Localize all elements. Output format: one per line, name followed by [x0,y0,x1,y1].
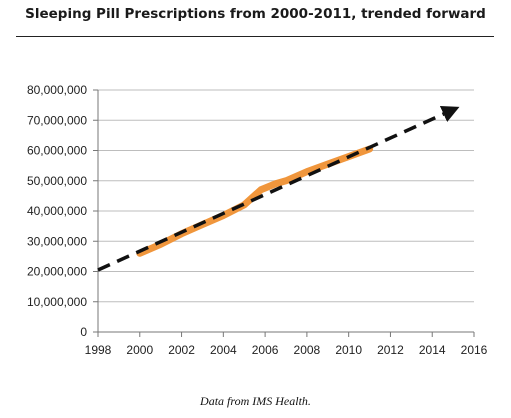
x-tick-label: 2012 [377,343,404,357]
x-tick-label: 2002 [168,343,195,357]
title-divider [16,36,494,37]
y-tick-label: 30,000,000 [27,234,87,248]
x-tick-label: 2010 [335,343,362,357]
y-tick-label: 10,000,000 [27,295,87,309]
y-tick-label: 0 [80,325,87,339]
source-note: Data from IMS Health. [200,394,311,408]
x-tick-label: 2006 [252,343,279,357]
y-tick-label: 40,000,000 [27,204,87,218]
x-tick-label: 2008 [294,343,321,357]
y-tick-label: 20,000,000 [27,265,87,279]
y-tick-label: 50,000,000 [27,174,87,188]
series-group [97,106,460,272]
x-tick-label: 2004 [210,343,237,357]
gridlines [98,89,474,303]
x-tick-label: 1998 [85,343,112,357]
x-tick-label: 2014 [419,343,446,357]
y-tick-label: 80,000,000 [27,83,87,97]
x-tick-label: 2016 [461,343,488,357]
trend-line [97,106,460,272]
line-chart: 0 10,000,000 20,000,000 30,000,000 40,000,00… [27,83,488,357]
axes [93,89,475,337]
y-tick-label: 60,000,000 [27,144,87,158]
x-tick-labels: 1998 2000 2002 2004 2006 2008 2010 2012 2014 2016 [85,343,488,357]
chart-title: Sleeping Pill Prescriptions from 2000-20… [25,6,486,22]
y-tick-label: 70,000,000 [27,113,87,127]
x-tick-label: 2000 [126,343,153,357]
y-tick-labels: 0 10,000,000 20,000,000 30,000,000 40,000,00… [27,83,87,339]
